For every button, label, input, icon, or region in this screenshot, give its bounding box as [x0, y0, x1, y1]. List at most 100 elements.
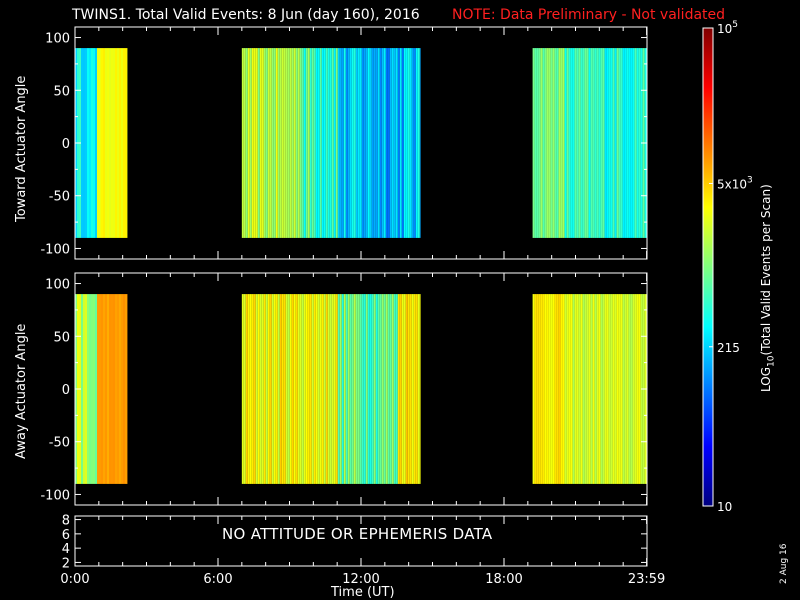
- toward-data-column: [269, 48, 272, 238]
- away-data-column: [634, 294, 637, 484]
- away-data-column: [592, 294, 595, 484]
- away-data-column: [371, 294, 374, 484]
- colorbar-tick-label: 10: [717, 500, 732, 514]
- toward-data-column: [251, 48, 254, 238]
- toward-data-column: [628, 48, 631, 238]
- away-data-column: [636, 294, 639, 484]
- toward-data-column: [357, 48, 360, 238]
- toward-data-column: [598, 48, 601, 238]
- away-data-column: [538, 294, 541, 484]
- away-data-column: [347, 294, 350, 484]
- away-data-column: [373, 294, 376, 484]
- toward-data-column: [287, 48, 290, 238]
- away-data-column: [564, 294, 567, 484]
- toward-data-column: [632, 48, 635, 238]
- toward-data-column: [576, 48, 579, 238]
- away-data-column: [606, 294, 609, 484]
- away-data-column: [624, 294, 627, 484]
- away-data-column: [261, 294, 264, 484]
- away-data-column: [415, 294, 418, 484]
- toward-data-column: [355, 48, 358, 238]
- away-data-column: [313, 294, 316, 484]
- colorbar-label-rest: (Total Valid Events per Scan): [759, 184, 773, 356]
- toward-data-column: [546, 48, 549, 238]
- away-data-column: [357, 294, 360, 484]
- toward-data-column: [371, 48, 374, 238]
- toward-data-column: [381, 48, 384, 238]
- toward-data-column: [245, 48, 248, 238]
- away-data-column: [99, 294, 101, 484]
- toward-ylabel: Toward Actuator Angle: [14, 75, 29, 222]
- toward-data-column: [323, 48, 326, 238]
- away-data-column: [375, 294, 378, 484]
- toward-data-column: [544, 48, 547, 238]
- away-data-column: [403, 294, 406, 484]
- away-data-column: [387, 294, 390, 484]
- colorbar-label: LOG10(Total Valid Events per Scan): [759, 184, 776, 392]
- away-data-column: [550, 294, 553, 484]
- toward-data-column: [277, 48, 280, 238]
- toward-data-column: [399, 48, 402, 238]
- toward-data-column: [265, 48, 268, 238]
- away-data-column: [546, 294, 549, 484]
- away-data-column: [265, 294, 268, 484]
- toward-data-column: [419, 48, 421, 238]
- toward-data-column: [107, 48, 109, 238]
- away-data-column: [532, 294, 535, 484]
- toward-data-column: [261, 48, 264, 238]
- away-data-column: [572, 294, 575, 484]
- toward-data-column: [303, 48, 306, 238]
- away-data-column: [81, 294, 83, 484]
- toward-data-column: [85, 48, 87, 238]
- away-data-column: [113, 294, 115, 484]
- away-data-column: [353, 294, 356, 484]
- away-data-column: [107, 294, 109, 484]
- away-ytick-label: -50: [49, 436, 70, 451]
- attitude-ytick-label: 6: [62, 528, 70, 543]
- toward-data-column: [582, 48, 585, 238]
- toward-data-column: [101, 48, 103, 238]
- toward-data-column: [556, 48, 559, 238]
- toward-data-column: [93, 48, 95, 238]
- away-data-column: [405, 294, 408, 484]
- toward-data-column: [552, 48, 555, 238]
- away-data-column: [93, 294, 95, 484]
- toward-data-column: [588, 48, 591, 238]
- toward-data-column: [560, 48, 563, 238]
- toward-data-column: [119, 48, 121, 238]
- toward-data-column: [87, 48, 89, 238]
- away-data-column: [626, 294, 629, 484]
- colorbar-label-log: LOG: [759, 366, 773, 392]
- away-data-column: [367, 294, 370, 484]
- toward-ytick-label: -100: [40, 242, 70, 257]
- away-data-column: [411, 294, 414, 484]
- away-data-column: [345, 294, 348, 484]
- away-data-column: [87, 294, 89, 484]
- away-data-column: [289, 294, 292, 484]
- toward-data-column: [103, 48, 105, 238]
- toward-data-column: [327, 48, 330, 238]
- away-data-column: [620, 294, 623, 484]
- toward-data-column: [369, 48, 372, 238]
- away-data-column: [101, 294, 103, 484]
- toward-data-column: [578, 48, 581, 238]
- away-data-column: [305, 294, 308, 484]
- toward-data-column: [568, 48, 571, 238]
- toward-data-column: [81, 48, 83, 238]
- away-data-column: [576, 294, 579, 484]
- toward-data-column: [317, 48, 320, 238]
- toward-data-column: [259, 48, 262, 238]
- toward-ytick-label: 100: [45, 32, 70, 47]
- toward-data-column: [339, 48, 342, 238]
- away-data-column: [309, 294, 312, 484]
- toward-data-column: [123, 48, 125, 238]
- away-data-column: [293, 294, 296, 484]
- toward-data-column: [95, 48, 97, 238]
- away-data-column: [273, 294, 276, 484]
- toward-data-column: [329, 48, 332, 238]
- away-data-column: [275, 294, 278, 484]
- toward-data-column: [321, 48, 324, 238]
- away-data-column: [363, 294, 366, 484]
- toward-data-column: [413, 48, 416, 238]
- away-data-column: [123, 294, 125, 484]
